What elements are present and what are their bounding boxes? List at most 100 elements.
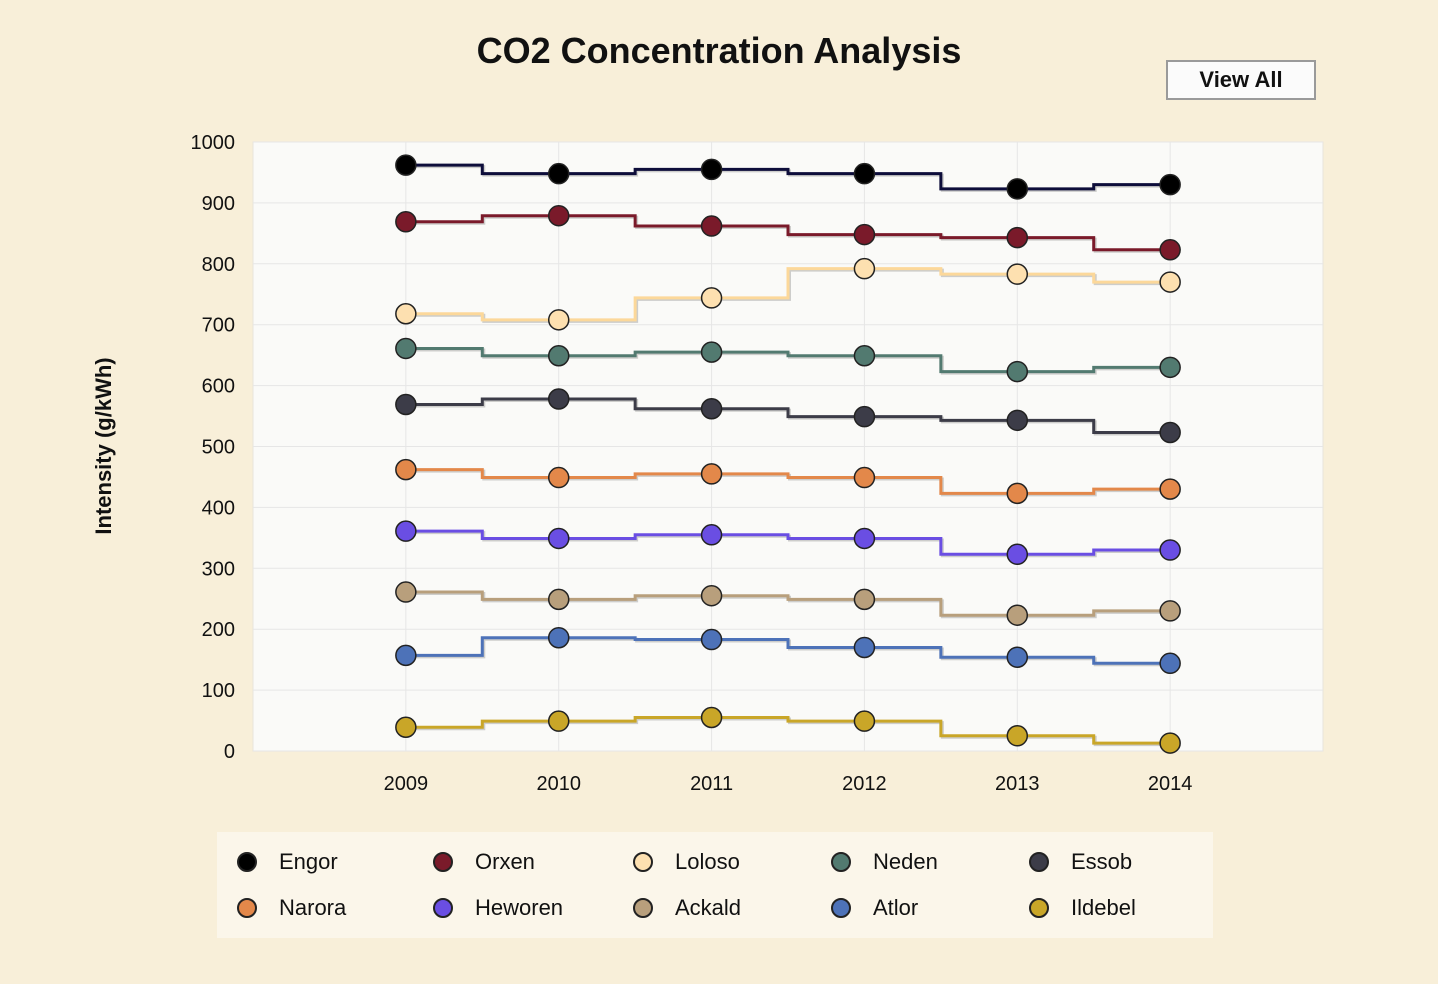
data-point-ildebel[interactable] [1159, 732, 1181, 754]
data-point-orxen[interactable] [700, 215, 723, 237]
data-point-narora[interactable] [853, 466, 876, 489]
data-point-ildebel[interactable] [547, 710, 570, 732]
data-point-engor[interactable] [395, 154, 417, 176]
legend-item-loloso[interactable]: Loloso [633, 847, 740, 877]
data-point-orxen[interactable] [547, 204, 570, 227]
data-point-ackald[interactable] [547, 588, 570, 611]
legend-label: Ildebel [1071, 895, 1136, 920]
data-point-orxen[interactable] [1159, 239, 1181, 261]
data-point-ackald[interactable] [700, 584, 723, 607]
chart-plot: 0 100 200 300 400 500 600 700 800 900 1000 2009 2010… [191, 132, 1324, 795]
legend-swatch [433, 852, 453, 872]
legend-item-heworen[interactable]: Heworen [433, 893, 563, 923]
data-point-ackald[interactable] [853, 588, 876, 611]
legend-label: Loloso [675, 849, 740, 874]
data-point-loloso[interactable] [395, 302, 417, 325]
data-point-essob[interactable] [1159, 421, 1181, 444]
data-point-heworen[interactable] [1159, 539, 1181, 561]
data-point-narora[interactable] [1159, 478, 1181, 500]
data-point-neden[interactable] [1006, 360, 1029, 383]
legend-item-ildebel[interactable]: Ildebel [1029, 893, 1136, 923]
data-point-loloso[interactable] [700, 287, 723, 309]
data-point-neden[interactable] [1159, 356, 1181, 379]
data-point-essob[interactable] [853, 405, 876, 428]
legend: Engor Orxen Loloso Neden Essob Narora Heworen A… [217, 832, 1213, 938]
series-line-narora [405, 468, 1171, 495]
legend-item-narora[interactable]: Narora [237, 893, 346, 923]
data-point-ackald[interactable] [395, 581, 417, 603]
legend-swatch [1029, 852, 1049, 872]
series-line-ildebel [405, 716, 1171, 745]
legend-swatch [633, 852, 653, 872]
data-point-narora[interactable] [395, 458, 417, 481]
data-point-ackald[interactable] [1006, 604, 1029, 626]
y-tick-label: 300 [202, 558, 235, 580]
data-point-engor[interactable] [1006, 178, 1029, 200]
view-all-button[interactable]: View All [1166, 60, 1316, 100]
data-point-ildebel[interactable] [853, 710, 876, 732]
y-tick-label: 700 [202, 315, 235, 337]
data-point-loloso[interactable] [1159, 271, 1181, 293]
y-tick-label: 1000 [191, 132, 236, 154]
data-point-ildebel[interactable] [700, 706, 723, 729]
data-point-heworen[interactable] [1006, 543, 1029, 566]
series-line-loloso [405, 267, 1171, 322]
legend-item-engor[interactable]: Engor [237, 847, 338, 877]
legend-item-neden[interactable]: Neden [831, 847, 938, 877]
data-point-heworen[interactable] [547, 527, 570, 550]
series-line-atlor [405, 636, 1171, 665]
data-point-essob[interactable] [395, 393, 417, 416]
data-point-atlor[interactable] [1159, 652, 1181, 675]
data-point-orxen[interactable] [853, 223, 876, 246]
data-point-neden[interactable] [853, 345, 876, 367]
data-point-loloso[interactable] [853, 257, 876, 280]
data-point-atlor[interactable] [547, 626, 570, 649]
series-line-ackald [405, 590, 1171, 617]
data-point-ildebel[interactable] [395, 716, 417, 738]
y-tick-label: 600 [202, 376, 235, 398]
data-point-engor[interactable] [547, 162, 570, 185]
data-point-atlor[interactable] [1006, 646, 1029, 668]
legend-label: Orxen [475, 849, 535, 874]
data-point-atlor[interactable] [395, 644, 417, 667]
data-point-heworen[interactable] [853, 527, 876, 550]
legend-label: Heworen [475, 895, 564, 920]
data-point-engor[interactable] [700, 158, 723, 181]
legend-item-ackald[interactable]: Ackald [633, 893, 741, 923]
data-point-loloso[interactable] [1006, 263, 1029, 285]
x-tick-label: 2010 [536, 773, 581, 795]
legend-item-orxen[interactable]: Orxen [433, 847, 535, 877]
y-tick-label: 500 [202, 437, 235, 459]
data-point-heworen[interactable] [700, 524, 723, 546]
data-point-neden[interactable] [700, 341, 723, 363]
legend-item-atlor[interactable]: Atlor [831, 893, 918, 923]
data-point-atlor[interactable] [853, 636, 876, 659]
data-point-narora[interactable] [700, 463, 723, 485]
legend-item-essob[interactable]: Essob [1029, 847, 1132, 877]
x-tick-label: 2009 [384, 773, 429, 795]
data-point-orxen[interactable] [395, 211, 417, 233]
legend-swatch [633, 898, 653, 918]
data-point-loloso[interactable] [547, 309, 570, 331]
data-point-ackald[interactable] [1159, 600, 1181, 622]
data-point-essob[interactable] [547, 388, 570, 410]
data-point-neden[interactable] [395, 337, 417, 360]
data-point-essob[interactable] [1006, 409, 1029, 432]
x-tick-label: 2014 [1148, 773, 1193, 795]
data-point-engor[interactable] [1159, 173, 1181, 196]
legend-label: Atlor [873, 895, 919, 920]
legend-label: Engor [279, 849, 338, 874]
data-point-narora[interactable] [547, 466, 570, 489]
data-point-essob[interactable] [700, 397, 723, 420]
data-point-heworen[interactable] [395, 520, 417, 542]
data-point-atlor[interactable] [700, 628, 723, 651]
data-point-neden[interactable] [547, 345, 570, 367]
data-point-narora[interactable] [1006, 482, 1029, 505]
legend-label: Neden [873, 849, 938, 874]
data-point-ildebel[interactable] [1006, 725, 1029, 747]
x-tick-label: 2011 [690, 773, 733, 795]
data-point-orxen[interactable] [1006, 226, 1029, 249]
x-tick-label: 2012 [842, 773, 887, 795]
y-tick-label: 400 [202, 497, 235, 519]
data-point-engor[interactable] [853, 162, 876, 185]
